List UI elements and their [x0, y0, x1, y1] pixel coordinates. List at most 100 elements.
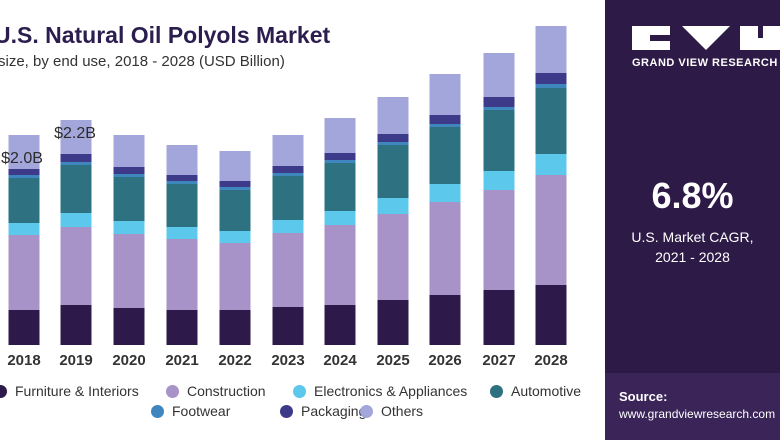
- bar-segment-2024-footwear: [324, 160, 356, 163]
- x-tick-label-2025: 2025: [376, 352, 409, 369]
- cagr-label-line1: U.S. Market CAGR,: [631, 229, 754, 245]
- bar-segment-2023-furniture-interiors: [272, 307, 304, 345]
- x-tick-label-2022: 2022: [218, 352, 251, 369]
- bar-segment-2021-packaging: [166, 175, 198, 181]
- bar-segment-2019-automotive: [60, 165, 92, 213]
- bar-segment-2023-others: [272, 135, 304, 166]
- bar-segment-2023-construction: [272, 233, 304, 307]
- bar-segment-2024-construction: [324, 225, 356, 305]
- source-title: Source:: [619, 389, 668, 404]
- bar-segment-2025-others: [377, 97, 409, 134]
- bar-segment-2028-footwear: [535, 84, 567, 88]
- bar-segment-2021-automotive: [166, 184, 198, 227]
- chart-subtitle: size, by end use, 2018 - 2028 (USD Billi…: [0, 53, 285, 70]
- brand-name: GRAND VIEW RESEARCH: [632, 57, 778, 69]
- bar-segment-2020-automotive: [113, 177, 145, 221]
- x-tick-label-2019: 2019: [59, 352, 92, 369]
- bar-segment-2022-electronics-appliances: [219, 231, 251, 243]
- bar-segment-2022-packaging: [219, 181, 251, 187]
- bar-segment-2025-electronics-appliances: [377, 198, 409, 214]
- bar-segment-2028-packaging: [535, 73, 567, 84]
- bar-segment-2023-electronics-appliances: [272, 220, 304, 233]
- bar-segment-2022-others: [219, 151, 251, 181]
- bar-segment-2027-furniture-interiors: [483, 290, 515, 345]
- bar-segment-2027-electronics-appliances: [483, 171, 515, 190]
- bar-segment-2028-others: [535, 26, 567, 73]
- bar-segment-2026-construction: [429, 202, 461, 295]
- cagr-label-line2: 2021 - 2028: [655, 249, 730, 265]
- bar-segment-2026-footwear: [429, 124, 461, 127]
- bar-segment-2022-footwear: [219, 187, 251, 190]
- bar-segment-2026-packaging: [429, 115, 461, 124]
- bar-segment-2026-electronics-appliances: [429, 184, 461, 202]
- bar-segment-2027-footwear: [483, 107, 515, 110]
- bar-segment-2020-others: [113, 135, 145, 167]
- bar-segment-2021-others: [166, 145, 198, 175]
- bar-segment-2027-others: [483, 53, 515, 97]
- x-tick-label-2020: 2020: [112, 352, 145, 369]
- bar-segment-2021-electronics-appliances: [166, 227, 198, 239]
- chart-title: U.S. Natural Oil Polyols Market: [0, 22, 331, 48]
- bar-segment-2024-automotive: [324, 163, 356, 211]
- bar-segment-2019-others: [60, 120, 92, 154]
- stacked-bar-chart: 2018 2019 2020 2021 2022 2023 2024 2025 2026 2027…: [1, 26, 568, 369]
- bar-segment-2027-automotive: [483, 110, 515, 171]
- bar-segment-2027-construction: [483, 190, 515, 290]
- x-tick-label-2026: 2026: [428, 352, 461, 369]
- bar-segment-2021-furniture-interiors: [166, 310, 198, 345]
- bar-segment-2025-automotive: [377, 145, 409, 198]
- bar-segment-2022-construction: [219, 243, 251, 310]
- data-label-2019: $2.2B: [54, 125, 96, 142]
- bar-segment-2028-furniture-interiors: [535, 285, 567, 345]
- bar-segment-2027-packaging: [483, 97, 515, 107]
- bar-segment-2020-footwear: [113, 174, 145, 177]
- source-box: Source: www.grandviewresearch.com: [605, 373, 780, 440]
- cagr-value: 6.8%: [651, 175, 734, 216]
- bar-segment-2020-construction: [113, 234, 145, 308]
- bar-segment-2019-footwear: [60, 162, 92, 165]
- bar-segment-2020-electronics-appliances: [113, 221, 145, 234]
- sidebar-panel: GRAND VIEW RESEARCH 6.8% U.S. Market CAG…: [605, 0, 780, 440]
- bar-segment-2023-automotive: [272, 176, 304, 220]
- bar-segment-2019-furniture-interiors: [60, 305, 92, 345]
- bar-segment-2018-construction: [8, 235, 40, 310]
- bar-segment-2028-electronics-appliances: [535, 154, 567, 175]
- bar-segment-2024-packaging: [324, 153, 356, 160]
- bar-segment-2020-furniture-interiors: [113, 308, 145, 345]
- source-url[interactable]: www.grandviewresearch.com: [619, 407, 776, 421]
- bar-segment-2023-packaging: [272, 166, 304, 173]
- bar-segment-2025-furniture-interiors: [377, 300, 409, 345]
- bar-segment-2018-furniture-interiors: [8, 310, 40, 345]
- x-tick-label-2018: 2018: [7, 352, 40, 369]
- data-label-2018: $2.0B: [1, 150, 43, 167]
- bar-segment-2021-footwear: [166, 181, 198, 184]
- bar-segment-2024-others: [324, 118, 356, 153]
- bar-segment-2022-furniture-interiors: [219, 310, 251, 345]
- bar-segment-2019-packaging: [60, 154, 92, 162]
- bar-segment-2021-construction: [166, 239, 198, 310]
- bar-segment-2024-electronics-appliances: [324, 211, 356, 225]
- bar-segment-2018-footwear: [8, 175, 40, 178]
- bar-segment-2026-automotive: [429, 127, 461, 184]
- x-tick-label-2027: 2027: [482, 352, 515, 369]
- bar-segment-2026-others: [429, 74, 461, 115]
- bar-segment-2019-construction: [60, 227, 92, 305]
- bar-segment-2022-automotive: [219, 190, 251, 231]
- bar-segment-2028-construction: [535, 175, 567, 285]
- bar-segment-2018-electronics-appliances: [8, 223, 40, 235]
- bar-segment-2020-packaging: [113, 167, 145, 174]
- x-tick-label-2028: 2028: [534, 352, 567, 369]
- bar-segment-2026-furniture-interiors: [429, 295, 461, 345]
- bar-segment-2025-packaging: [377, 134, 409, 142]
- bar-segment-2025-footwear: [377, 142, 409, 145]
- bar-segment-2024-furniture-interiors: [324, 305, 356, 345]
- chart-panel: U.S. Natural Oil Polyols Market size, by…: [0, 22, 582, 419]
- bar-segment-2018-packaging: [8, 169, 40, 175]
- bar-segment-2028-automotive: [535, 88, 567, 154]
- grand-view-research-logo: [632, 26, 780, 50]
- bar-segment-2023-footwear: [272, 173, 304, 176]
- cagr-label: U.S. Market CAGR, 2021 - 2028: [605, 227, 780, 267]
- x-tick-label-2021: 2021: [165, 352, 198, 369]
- x-tick-label-2023: 2023: [271, 352, 304, 369]
